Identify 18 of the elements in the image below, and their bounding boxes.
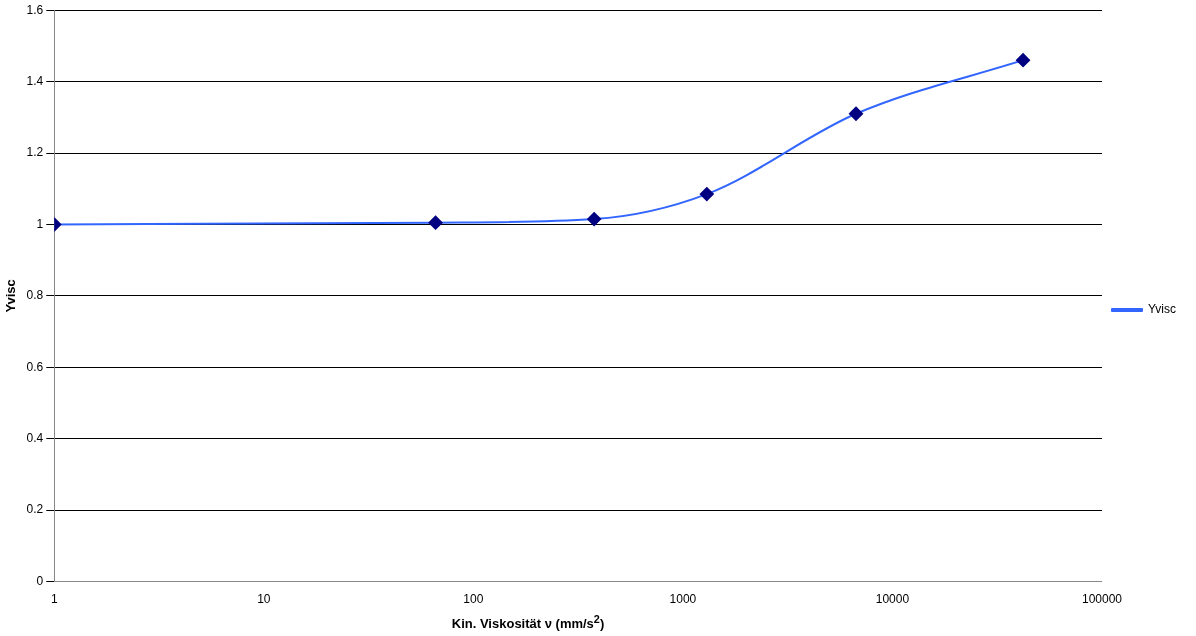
- y-axis-title: Yvisc: [3, 279, 19, 313]
- x-tick-label: 10: [257, 592, 271, 607]
- y-tick-label: 0: [36, 573, 44, 588]
- x-tick-label: 100: [463, 592, 484, 607]
- x-tick-label: 10000: [875, 592, 910, 607]
- y-tick-label: 1.6: [26, 2, 44, 17]
- y-tick-label: 0.2: [26, 502, 44, 517]
- y-tick-label: 1: [36, 216, 44, 231]
- y-tick-label: 1.2: [26, 145, 44, 160]
- legend-label: Yvisc: [1147, 302, 1177, 317]
- x-tick-label: 100000: [1081, 592, 1123, 607]
- y-tick-label: 0.4: [26, 431, 44, 446]
- y-tick-label: 0.6: [26, 359, 44, 374]
- y-tick-label: 1.4: [26, 73, 44, 88]
- x-axis-title: Kin. Viskosität ν (mm/s$^{2}$): [450, 613, 606, 632]
- x-tick-label: 1: [50, 592, 58, 607]
- y-tick-label: 0.8: [26, 288, 44, 303]
- x-tick-label: 1000: [669, 592, 697, 607]
